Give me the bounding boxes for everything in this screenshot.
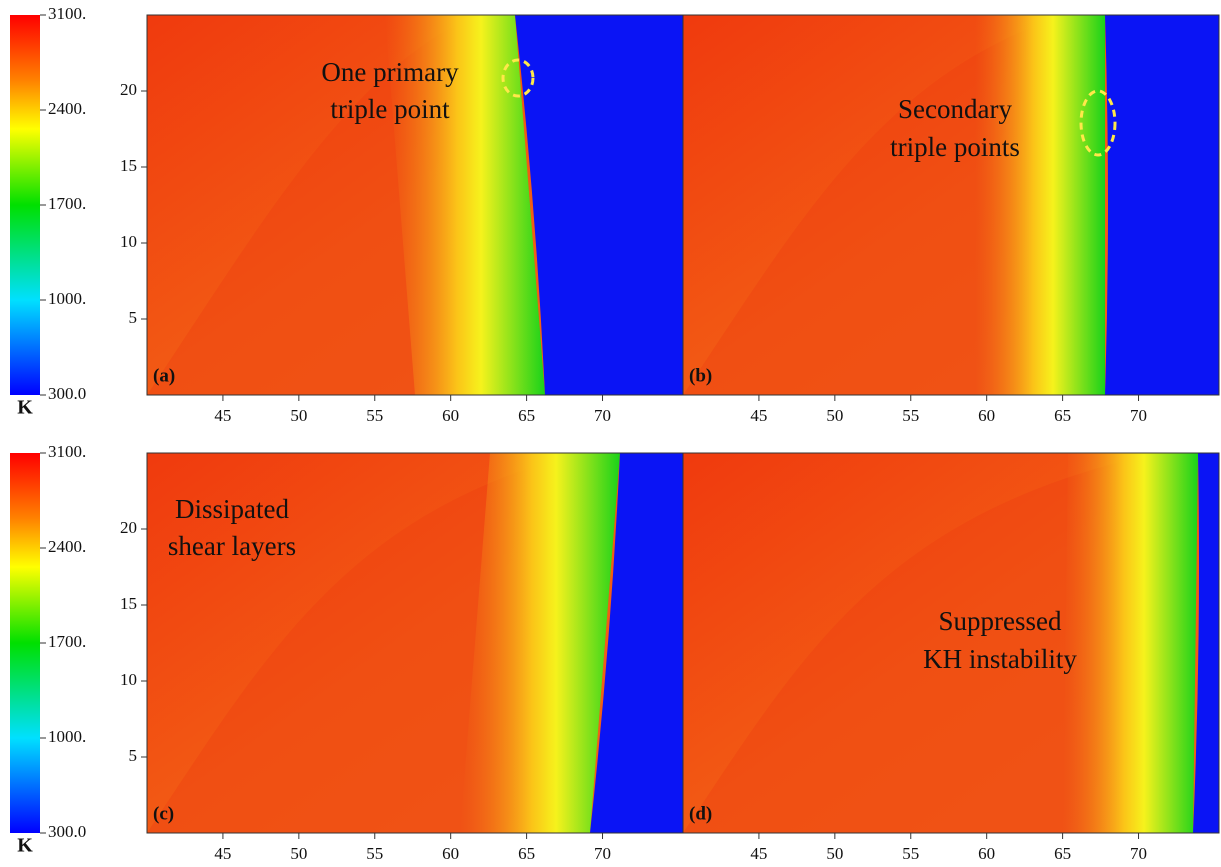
x-tick-label: 65 <box>518 406 535 425</box>
annotation: Suppressed <box>939 606 1062 636</box>
colorbar-tick-label: 2400. <box>48 99 86 118</box>
y-tick-label: 10 <box>120 670 137 689</box>
annotation: Secondary <box>898 94 1012 124</box>
panel: 45 50 55 60 65 70 (d) Suppressed KH instability <box>682 452 1220 863</box>
colorbar-unit: K <box>17 835 33 857</box>
x-tick-label: 55 <box>366 844 383 863</box>
annotation: One primary <box>321 57 459 87</box>
y-tick-label: 20 <box>120 518 137 537</box>
x-tick-label: 50 <box>290 406 307 425</box>
y-tick-label: 15 <box>120 594 137 613</box>
y-tick-label: 10 <box>120 232 137 251</box>
x-tick-label: 55 <box>366 406 383 425</box>
x-tick-label: 60 <box>978 406 995 425</box>
x-tick-label: 50 <box>290 844 307 863</box>
x-tick-label: 45 <box>750 406 767 425</box>
annotation: shear layers <box>168 531 296 561</box>
colorbar-tick-label: 1000. <box>48 289 86 308</box>
x-tick-label: 65 <box>1054 406 1071 425</box>
field <box>683 15 1219 395</box>
panel: 45 50 55 60 65 70 5 10 15 20 (c) Dissipated shear la… <box>10 442 684 863</box>
colorbar-tick-label: 3100. <box>48 442 86 461</box>
shock-band <box>385 15 545 395</box>
x-tick-label: 65 <box>1054 844 1071 863</box>
colorbar-unit: K <box>17 397 33 419</box>
highlight-ellipse <box>501 58 535 98</box>
plot-frame <box>682 452 1220 834</box>
colorbar <box>10 453 40 833</box>
x-tick-label: 70 <box>1130 406 1147 425</box>
x-tick-label: 60 <box>442 406 459 425</box>
panel-label: (a) <box>153 365 175 386</box>
x-tick-label: 60 <box>442 844 459 863</box>
y-tick-label: 15 <box>120 156 137 175</box>
x-tick-label: 70 <box>594 406 611 425</box>
colorbar-tick-label: 1700. <box>48 632 86 651</box>
colorbar-tick-label: 300.0 <box>48 822 86 841</box>
panel: 45 50 55 60 65 70 (b) Secondary triple points <box>682 14 1220 425</box>
annotation: Dissipated <box>175 494 289 524</box>
field <box>683 453 1219 833</box>
unburned-region <box>1193 453 1219 833</box>
unburned-region <box>1105 15 1219 395</box>
highlight-ellipse <box>1079 89 1117 157</box>
annotation: triple points <box>890 132 1020 162</box>
colorbar-tick-label: 300.0 <box>48 384 86 403</box>
colorbar <box>10 15 40 395</box>
shock-band <box>975 15 1105 395</box>
plot-frame <box>682 14 1220 396</box>
x-tick-label: 70 <box>1130 844 1147 863</box>
colorbar-tick-label: 1700. <box>48 194 86 213</box>
x-tick-label: 45 <box>214 406 231 425</box>
panel-label: (c) <box>153 803 174 824</box>
shock-band <box>1063 453 1198 833</box>
y-tick-label: 20 <box>120 80 137 99</box>
colorbar-tick-label: 3100. <box>48 4 86 23</box>
y-tick-label: 5 <box>129 746 138 765</box>
x-tick-label: 50 <box>826 406 843 425</box>
x-tick-label: 50 <box>826 844 843 863</box>
colorbar-tick-label: 1000. <box>48 727 86 746</box>
x-tick-label: 65 <box>518 844 535 863</box>
field <box>147 15 683 395</box>
x-tick-label: 55 <box>902 844 919 863</box>
annotation: KH instability <box>923 644 1077 674</box>
x-tick-label: 45 <box>214 844 231 863</box>
panel-label: (b) <box>689 365 712 386</box>
panel-label: (d) <box>689 803 712 824</box>
y-tick-label: 5 <box>129 308 138 327</box>
panel: 45 50 55 60 65 70 5 10 15 20 (a) One primary triple … <box>10 4 684 425</box>
unburned-region <box>590 453 683 833</box>
x-tick-label: 70 <box>594 844 611 863</box>
field <box>147 453 683 833</box>
x-tick-label: 55 <box>902 406 919 425</box>
colorbar-tick-label: 2400. <box>48 537 86 556</box>
x-tick-label: 60 <box>978 844 995 863</box>
shock-band <box>460 453 620 833</box>
unburned-region <box>515 15 683 395</box>
annotation: triple point <box>330 94 450 124</box>
x-tick-label: 45 <box>750 844 767 863</box>
